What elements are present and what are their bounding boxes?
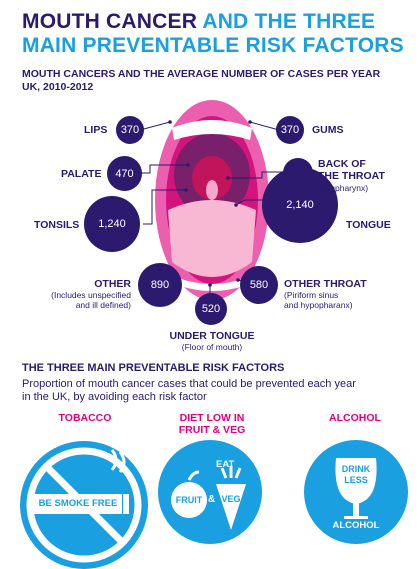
other-note-line-2: and ill defined) xyxy=(75,300,131,310)
title-part-1: MOUTH CANCER xyxy=(22,10,198,33)
page-title: MOUTH CANCER AND THE THREE MAIN PREVENTA… xyxy=(22,10,412,58)
palate-label: PALATE xyxy=(61,168,102,180)
under-tongue-value-circle: 520 xyxy=(195,293,227,325)
veg-text: VEG xyxy=(221,494,241,504)
connector-tonsils xyxy=(143,189,186,225)
uvula-tip xyxy=(206,180,218,200)
under-tongue-note: (Floor of mouth) xyxy=(181,342,243,352)
other-note-line-1: (Includes unspecified xyxy=(51,290,131,300)
less-text: LESS xyxy=(344,475,368,485)
tonsils-value-circle: 1,240 xyxy=(84,196,140,252)
risk-section-desc-line-2: in the UK, by avoiding each risk factor xyxy=(22,391,207,403)
fruit-text: FRUIT xyxy=(175,495,203,505)
alcohol-label: ALCOHOL xyxy=(329,412,381,424)
back-throat-label: BACK OF THE THROAT (Oropharynx) xyxy=(318,158,385,193)
tonsils-label: TONSILS xyxy=(34,219,80,231)
tongue-label: TONGUE xyxy=(346,219,391,231)
lower-teeth xyxy=(178,278,246,291)
other-throat-label-title: OTHER THROAT xyxy=(284,278,367,290)
tongue-value-circle: 2,140 xyxy=(262,167,338,243)
smoke-free-badge: BE SMOKE FREE xyxy=(38,498,118,509)
connector-back-throat xyxy=(228,171,286,179)
other-throat-label: OTHER THROAT (Piriform sinus and hypopha… xyxy=(284,278,367,310)
subtitle-line-2: UK, 2010-2012 xyxy=(22,81,94,93)
lips-label: LIPS xyxy=(84,124,108,136)
gums-value-circle: 370 xyxy=(276,116,304,144)
under-tongue-label: UNDER TONGUE (Floor of mouth) xyxy=(160,330,264,352)
tongue-shape xyxy=(168,200,256,277)
alcohol-icon-text: ALCOHOL xyxy=(332,520,380,531)
drink-text: DRINK xyxy=(341,464,371,474)
other-label: OTHER (Includes unspecified and ill defi… xyxy=(26,278,131,310)
other-throat-note-line-2: and hypopharanx) xyxy=(284,300,353,310)
other-throat-value-circle: 580 xyxy=(240,266,278,304)
connector-palate xyxy=(140,164,188,174)
upper-teeth xyxy=(172,120,252,140)
risk-section-desc-line-1: Proportion of mouth cancer cases that co… xyxy=(22,378,356,390)
other-throat-note-line-1: (Piriform sinus xyxy=(284,290,339,300)
other-value-circle: 890 xyxy=(138,263,182,307)
risk-section-desc: Proportion of mouth cancer cases that co… xyxy=(22,378,412,404)
lips-value-circle: 370 xyxy=(116,116,144,144)
risk-section-title: THE THREE MAIN PREVENTABLE RISK FACTORS xyxy=(22,362,285,374)
back-throat-label-line-2: THE THROAT xyxy=(318,170,385,182)
tobacco-label: TOBACCO xyxy=(58,412,112,424)
subtitle-line-1: MOUTH CANCERS AND THE AVERAGE NUMBER OF … xyxy=(22,68,381,80)
connector-gums xyxy=(249,121,280,131)
eat-text: EAT xyxy=(216,459,235,470)
palate-value-circle: 470 xyxy=(107,156,142,191)
gums-label: GUMS xyxy=(312,124,344,136)
back-throat-label-line-1: BACK OF xyxy=(318,158,366,170)
connector-lips xyxy=(139,121,171,131)
diet-label: DIET LOW IN FRUIT & VEG xyxy=(172,412,252,436)
title-part-3: MAIN PREVENTABLE RISK FACTORS xyxy=(22,34,404,57)
ampersand-text: & xyxy=(208,494,216,505)
other-label-title: OTHER xyxy=(94,278,131,290)
under-tongue-label-title: UNDER TONGUE xyxy=(169,330,255,342)
connector-tongue xyxy=(235,199,266,206)
back-throat-note: (Oropharynx) xyxy=(318,183,369,193)
drink-less-text: DRINK LESS xyxy=(336,464,376,486)
chart-subtitle: MOUTH CANCERS AND THE AVERAGE NUMBER OF … xyxy=(22,68,412,94)
diet-label-line-2: FRUIT & VEG xyxy=(178,424,246,436)
uvula-shape xyxy=(192,156,232,200)
title-part-2: AND THE THREE xyxy=(202,10,376,33)
diet-label-line-1: DIET LOW IN xyxy=(179,412,245,424)
